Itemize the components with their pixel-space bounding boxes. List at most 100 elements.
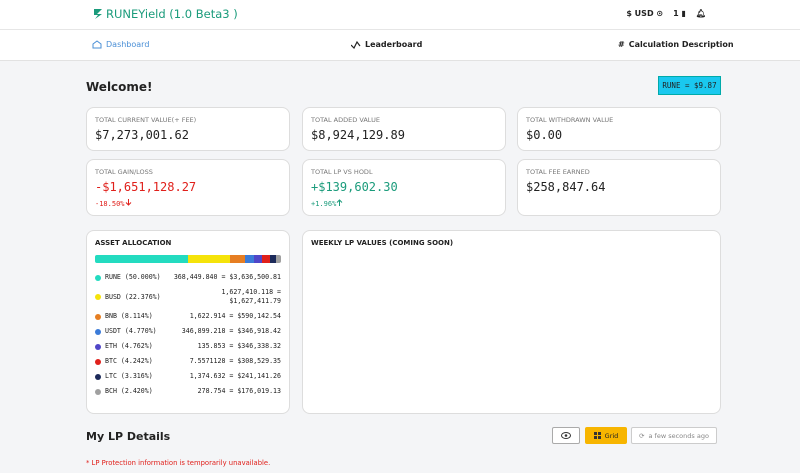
stat-card: TOTAL LP VS HODL +$139,602.30 +1.96% <box>302 159 506 216</box>
stat-card: TOTAL GAIN/LOSS -$1,651,128.27 -18.50% <box>86 159 290 216</box>
stat-value: +$139,602.30 <box>311 180 398 194</box>
stat-card: TOTAL FEE EARNED $258,847.64 <box>517 159 721 216</box>
stat-value: $0.00 <box>526 128 563 142</box>
allocation-segment <box>188 255 230 263</box>
stat-value: $258,847.64 <box>526 180 606 194</box>
asset-dot <box>95 313 101 320</box>
stat-value: $8,924,129.89 <box>311 128 405 142</box>
change-text: -18.50% <box>95 200 125 208</box>
asset-symbol: USDT <box>105 327 121 335</box>
nav-text: Calculation Description <box>628 40 734 49</box>
nav-item[interactable]: # Calculation Description <box>618 40 734 49</box>
allocation-bar <box>95 255 281 263</box>
asset-symbol: BTC <box>105 357 117 365</box>
allocation-segment <box>95 255 188 263</box>
stat-card: TOTAL WITHDRAWN VALUE $0.00 <box>517 107 721 151</box>
asset-amount: 1,622.914 = $590,142.54 <box>189 312 281 320</box>
stat-change: +1.96% <box>311 199 497 208</box>
asset-share: (2.420%) <box>120 387 153 395</box>
asset-amount: 1,627,410.118 = $1,627,411.79 <box>221 288 281 305</box>
lp-note: * LP Protection information is temporari… <box>86 459 271 467</box>
logo-text: RUNEYield (1.0 Beta3 ) <box>106 7 238 21</box>
counter[interactable]: 1 ▮ <box>673 9 686 18</box>
asset-symbol: BNB <box>105 312 117 320</box>
allocation-row: LTC (3.316%) 1,374.632 = $241,141.26 <box>95 372 281 381</box>
stat-label: TOTAL FEE EARNED <box>526 168 590 176</box>
refresh-text: a few seconds ago <box>648 431 709 440</box>
grid-button[interactable]: Grid <box>585 427 627 444</box>
logo[interactable]: RUNEYield (1.0 Beta3 ) <box>93 7 238 21</box>
weekly-title: WEEKLY LP VALUES (COMING SOON) <box>311 239 454 247</box>
currency-text: $ USD <box>626 9 654 18</box>
asset-dot <box>95 373 101 380</box>
allocation-segment <box>244 255 254 263</box>
change-arrow <box>125 199 131 206</box>
change-arrow <box>336 199 343 206</box>
welcome-title: Welcome! <box>86 80 153 94</box>
asset-share: (4.762%) <box>120 342 153 350</box>
home-icon <box>92 40 102 49</box>
asset-dot <box>95 328 101 335</box>
allocation-card: ASSET ALLOCATION RUNE (50.000%) 368,449.8… <box>86 230 290 414</box>
allocation-row: USDT (4.770%) 346,899.218 = $346,918.42 <box>95 327 281 336</box>
asset-symbol: RUNE <box>105 273 121 281</box>
bell[interactable]: 🔔︎ <box>695 9 706 18</box>
asset-symbol: BCH <box>105 387 117 395</box>
nav-bar: Dashboard Leaderboard # Calculation Descr… <box>0 30 800 61</box>
stat-label: TOTAL WITHDRAWN VALUE <box>526 116 614 124</box>
asset-amount: 135.853 = $346,338.32 <box>197 342 281 350</box>
asset-name: ETH (4.762%) <box>105 342 167 351</box>
stat-label: TOTAL LP VS HODL <box>311 168 373 176</box>
asset-symbol: ETH <box>105 342 117 350</box>
asset-name: USDT (4.770%) <box>105 327 167 336</box>
lp-title: My LP Details <box>86 430 171 443</box>
allocation-segment <box>270 255 277 263</box>
asset-share: (4.242%) <box>120 357 153 365</box>
allocation-segment <box>229 255 245 263</box>
nav-item[interactable]: Dashboard <box>92 40 149 49</box>
grid-icon <box>593 432 601 439</box>
asset-name: BUSD (22.376%) <box>105 293 167 302</box>
asset-name: BTC (4.242%) <box>105 357 167 366</box>
stat-card: TOTAL CURRENT VALUE(+ FEE) $7,273,001.62 <box>86 107 290 151</box>
top-bar: RUNEYield (1.0 Beta3 ) $ USD ⊙ 1 ▮ 🔔︎ <box>0 0 800 30</box>
eye-button[interactable] <box>552 427 580 444</box>
grid-text: Grid <box>604 431 619 440</box>
allocation-row: BUSD (22.376%) 1,627,410.118 = $1,627,411… <box>95 288 281 306</box>
allocation-row: ETH (4.762%) 135.853 = $346,338.32 <box>95 342 281 351</box>
allocation-title: ASSET ALLOCATION <box>95 239 172 247</box>
asset-share: (22.376%) <box>124 292 161 301</box>
logo-icon <box>94 9 102 19</box>
weekly-card: WEEKLY LP VALUES (COMING SOON) <box>302 230 721 414</box>
allocation-row: RUNE (50.000%) 368,449.840 = $3,636,500.8… <box>95 273 281 282</box>
asset-share: (3.316%) <box>120 372 153 380</box>
currency[interactable]: $ USD ⊙ <box>626 9 664 18</box>
top-right: $ USD ⊙ 1 ▮ 🔔︎ <box>626 9 706 18</box>
eye-icon <box>561 432 571 439</box>
nav-item[interactable]: Leaderboard <box>351 40 422 49</box>
allocation-segment <box>276 255 281 263</box>
stat-change: -18.50% <box>95 199 281 208</box>
asset-amount: 7.5571128 = $308,529.35 <box>189 357 281 365</box>
allocation-row: BCH (2.420%) 278.754 = $176,019.13 <box>95 387 281 396</box>
count-text: 1 <box>673 9 679 18</box>
refresh-button[interactable]: ⟳ a few seconds ago <box>631 427 717 444</box>
asset-symbol: LTC <box>105 372 117 380</box>
price-button[interactable]: RUNE = $9.87 <box>658 76 721 95</box>
stat-label: TOTAL ADDED VALUE <box>311 116 380 124</box>
asset-dot <box>95 294 101 300</box>
pulse-icon <box>351 40 361 49</box>
allocation-row: BNB (8.114%) 1,622.914 = $590,142.54 <box>95 312 281 321</box>
stat-value: -$1,651,128.27 <box>95 180 197 194</box>
nav-text: Leaderboard <box>365 40 423 49</box>
stat-card: TOTAL ADDED VALUE $8,924,129.89 <box>302 107 506 151</box>
asset-dot <box>95 358 101 365</box>
change-text: +1.96% <box>311 200 337 208</box>
asset-amount: 368,449.840 = $3,636,500.81 <box>173 273 281 281</box>
stat-value: $7,273,001.62 <box>95 128 189 142</box>
asset-name: RUNE (50.000%) <box>105 273 167 282</box>
allocation-segment <box>253 255 263 263</box>
asset-symbol: BUSD <box>105 292 121 301</box>
allocation-list: RUNE (50.000%) 368,449.840 = $3,636,500.8… <box>95 273 281 396</box>
